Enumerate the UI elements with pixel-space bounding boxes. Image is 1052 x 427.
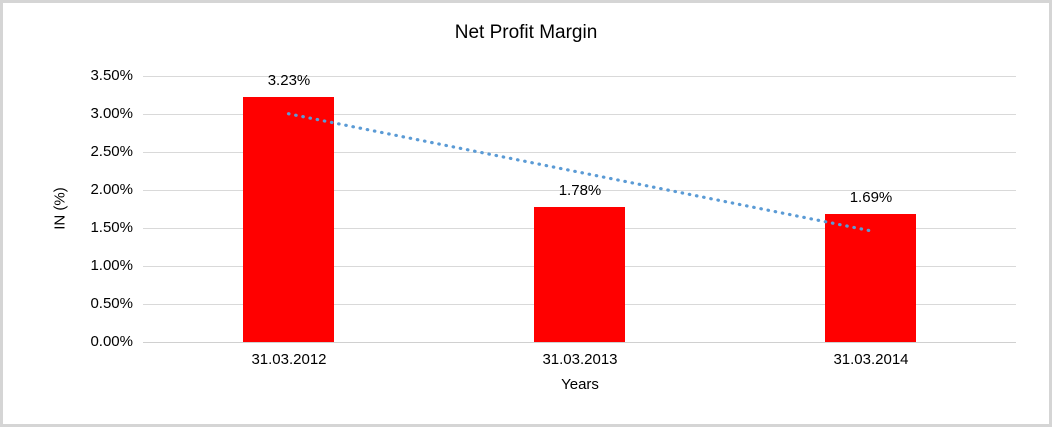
- y-tick-label: 0.00%: [90, 333, 133, 350]
- x-axis-line: [143, 342, 1016, 343]
- x-tick-label: 31.03.2012: [251, 351, 327, 368]
- chart-title: Net Profit Margin: [454, 22, 598, 43]
- y-tick-label: 0.50%: [90, 295, 133, 312]
- gridline: [143, 76, 1016, 77]
- y-tick-label: 1.50%: [90, 219, 133, 236]
- data-label: 1.78%: [558, 182, 602, 199]
- data-label: 1.69%: [849, 189, 893, 206]
- y-axis-title: IN (%): [51, 187, 69, 230]
- y-tick-label: 1.00%: [90, 257, 133, 274]
- y-tick-label: 3.00%: [90, 105, 133, 122]
- bar[interactable]: [534, 207, 625, 342]
- data-label: 3.23%: [267, 72, 311, 89]
- x-tick-label: 31.03.2013: [542, 351, 618, 368]
- bar[interactable]: [243, 97, 334, 342]
- y-tick-label: 3.50%: [90, 67, 133, 84]
- x-tick-label: 31.03.2014: [833, 351, 909, 368]
- x-axis-title: Years: [561, 376, 599, 393]
- y-tick-label: 2.50%: [90, 143, 133, 160]
- y-tick-label: 2.00%: [90, 181, 133, 198]
- bar[interactable]: [825, 214, 916, 342]
